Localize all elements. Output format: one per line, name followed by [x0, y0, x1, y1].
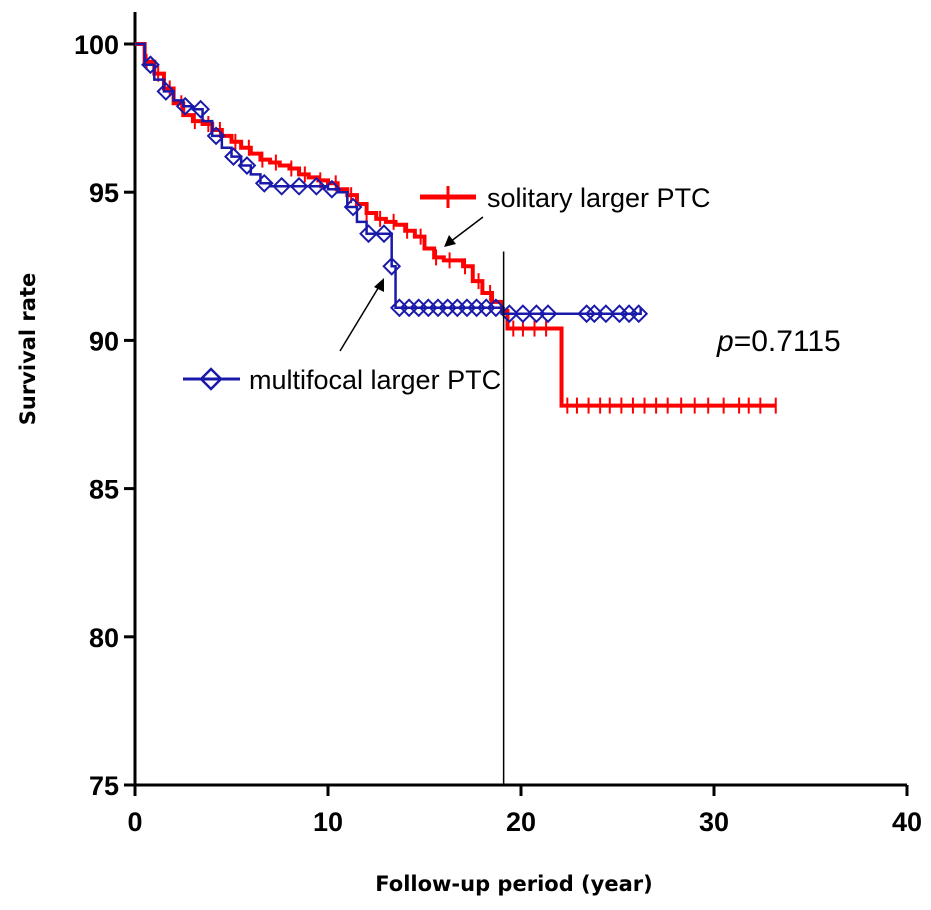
- series-line: [135, 42, 776, 408]
- y-tick-label: 100: [74, 30, 119, 60]
- y-tick-label: 75: [89, 771, 119, 801]
- censor-mark: [596, 304, 616, 324]
- y-tick-label: 85: [89, 475, 119, 505]
- censor-mark: [322, 179, 342, 199]
- censor-mark: [577, 304, 597, 324]
- series-solitary: [135, 42, 777, 414]
- y-tick-label: 90: [89, 326, 119, 356]
- x-tick-label: 30: [699, 807, 729, 837]
- censor-mark: [191, 99, 211, 119]
- censor-mark: [141, 55, 160, 75]
- censor-mark: [237, 156, 257, 175]
- censor-mark: [289, 176, 309, 196]
- y-tick-label: 80: [89, 623, 119, 653]
- censor-mark: [382, 256, 402, 276]
- arrow-to-multifocal: [339, 278, 384, 352]
- x-tick-label: 0: [127, 807, 142, 837]
- legend-solitary-label: solitary larger PTC: [487, 183, 711, 213]
- legend-multifocal-label: multifocal larger PTC: [249, 365, 501, 395]
- p-value-annotation: p=0.7115: [716, 325, 841, 358]
- censor-mark: [538, 304, 558, 324]
- censor-mark: [254, 173, 274, 193]
- censor-mark: [272, 176, 292, 196]
- legend-solitary: solitary larger PTC: [420, 183, 711, 213]
- censor-mark: [374, 224, 394, 244]
- censor-mark: [513, 304, 533, 324]
- x-tick-label: 20: [506, 807, 536, 837]
- p-value: =0.7115: [734, 325, 841, 358]
- arrow-to-solitary: [444, 216, 484, 247]
- y-tick-label: 95: [89, 178, 119, 208]
- legend-multifocal-swatch-diamond: [199, 367, 223, 391]
- series-line: [135, 42, 642, 315]
- censor-mark: [359, 224, 378, 244]
- censor-mark: [156, 82, 176, 101]
- censor-mark: [629, 304, 649, 324]
- censor-mark: [206, 126, 226, 146]
- x-tick-label: 10: [313, 807, 343, 837]
- y-axis-title: Survival rate: [16, 273, 40, 426]
- legend-multifocal: multifocal larger PTC: [183, 365, 501, 395]
- p-label: p: [716, 325, 734, 358]
- x-axis-title: Follow-up period (year): [375, 872, 652, 896]
- censor-mark: [175, 96, 195, 116]
- censor-mark: [486, 298, 506, 318]
- censor-mark: [224, 147, 243, 167]
- censor-mark: [343, 197, 363, 217]
- series-group: [135, 42, 777, 414]
- plot-area: 0 10 20 30 40 75 80 85 90 95 100: [74, 12, 922, 837]
- x-tick-label: 40: [892, 807, 922, 837]
- censor-mark: [307, 176, 326, 196]
- series-multifocal: [135, 42, 649, 324]
